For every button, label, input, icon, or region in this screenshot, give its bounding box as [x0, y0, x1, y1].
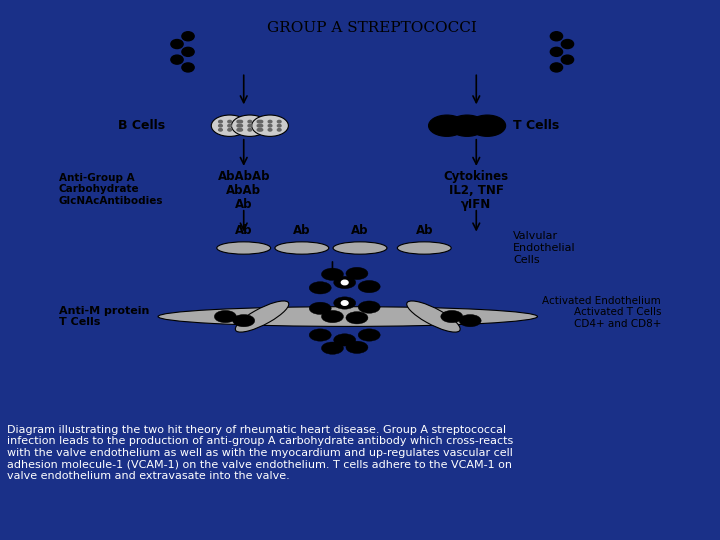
- Circle shape: [257, 129, 261, 131]
- Ellipse shape: [321, 342, 343, 354]
- Circle shape: [228, 129, 232, 131]
- Text: Activated Endothelium
Activated T Cells
CD4+ and CD8+: Activated Endothelium Activated T Cells …: [542, 296, 661, 329]
- Circle shape: [219, 129, 222, 131]
- Ellipse shape: [309, 302, 331, 314]
- Circle shape: [277, 129, 281, 131]
- Ellipse shape: [233, 314, 255, 327]
- Text: Ab: Ab: [415, 224, 433, 238]
- Text: Ab: Ab: [293, 224, 310, 238]
- Ellipse shape: [333, 334, 356, 346]
- Ellipse shape: [171, 55, 183, 64]
- Ellipse shape: [252, 115, 289, 137]
- Circle shape: [257, 125, 261, 127]
- Circle shape: [341, 280, 348, 285]
- Circle shape: [237, 125, 240, 127]
- Ellipse shape: [321, 310, 343, 323]
- Text: Cytokines: Cytokines: [444, 170, 509, 183]
- Circle shape: [257, 120, 261, 123]
- Ellipse shape: [182, 32, 194, 40]
- Ellipse shape: [158, 307, 537, 326]
- Circle shape: [248, 120, 252, 123]
- Ellipse shape: [182, 63, 194, 72]
- Ellipse shape: [333, 276, 356, 289]
- Ellipse shape: [235, 301, 289, 332]
- Text: Ab: Ab: [235, 198, 253, 211]
- Ellipse shape: [333, 297, 356, 309]
- Text: Anti-M protein
T Cells: Anti-M protein T Cells: [59, 306, 149, 327]
- Text: Valvular
Endothelial
Cells: Valvular Endothelial Cells: [513, 232, 575, 265]
- Circle shape: [277, 125, 281, 127]
- Ellipse shape: [562, 55, 574, 64]
- Ellipse shape: [397, 242, 451, 254]
- Ellipse shape: [358, 301, 380, 313]
- Ellipse shape: [441, 310, 463, 323]
- Circle shape: [239, 125, 243, 127]
- Ellipse shape: [407, 301, 460, 332]
- Circle shape: [228, 125, 232, 127]
- Circle shape: [228, 120, 232, 123]
- Text: T Cells: T Cells: [513, 119, 559, 132]
- Circle shape: [248, 125, 252, 127]
- Text: Ab: Ab: [351, 224, 369, 238]
- Ellipse shape: [309, 329, 331, 341]
- Ellipse shape: [232, 115, 269, 137]
- Circle shape: [269, 120, 272, 123]
- Circle shape: [259, 129, 263, 131]
- Circle shape: [248, 129, 252, 131]
- Ellipse shape: [275, 242, 329, 254]
- Ellipse shape: [346, 267, 368, 280]
- Ellipse shape: [358, 329, 380, 341]
- Circle shape: [269, 129, 272, 131]
- Ellipse shape: [171, 39, 183, 49]
- Text: Diagram illustrating the two hit theory of rheumatic heart disease. Group A stre: Diagram illustrating the two hit theory …: [7, 425, 513, 481]
- Circle shape: [269, 125, 272, 127]
- Circle shape: [219, 120, 222, 123]
- Ellipse shape: [217, 242, 271, 254]
- Text: Anti-Group A
Carbohydrate
GlcNAcAntibodies: Anti-Group A Carbohydrate GlcNAcAntibodi…: [59, 173, 163, 206]
- Ellipse shape: [550, 48, 562, 56]
- Ellipse shape: [182, 48, 194, 56]
- Text: IL2, TNF: IL2, TNF: [449, 184, 504, 197]
- Circle shape: [259, 125, 263, 127]
- Circle shape: [237, 129, 240, 131]
- Ellipse shape: [428, 115, 465, 137]
- Ellipse shape: [449, 115, 485, 137]
- Circle shape: [341, 301, 348, 305]
- Ellipse shape: [562, 39, 574, 49]
- Text: γIFN: γIFN: [461, 198, 492, 211]
- Circle shape: [239, 129, 243, 131]
- Circle shape: [239, 120, 243, 123]
- Circle shape: [277, 120, 281, 123]
- Ellipse shape: [215, 310, 236, 323]
- Ellipse shape: [333, 242, 387, 254]
- Circle shape: [237, 120, 240, 123]
- Text: AbAb: AbAb: [226, 184, 261, 197]
- Ellipse shape: [309, 282, 331, 294]
- Circle shape: [259, 120, 263, 123]
- Text: GROUP A STREPTOCOCCI: GROUP A STREPTOCOCCI: [267, 21, 477, 35]
- Ellipse shape: [211, 115, 248, 137]
- Ellipse shape: [469, 115, 505, 137]
- Text: AbAbAb: AbAbAb: [217, 170, 270, 183]
- Ellipse shape: [459, 314, 481, 327]
- Ellipse shape: [321, 268, 343, 280]
- Ellipse shape: [358, 280, 380, 293]
- Text: B Cells: B Cells: [118, 119, 166, 132]
- Ellipse shape: [346, 312, 368, 324]
- Ellipse shape: [346, 341, 368, 354]
- Circle shape: [219, 125, 222, 127]
- Text: Ab: Ab: [235, 224, 253, 238]
- Ellipse shape: [550, 32, 562, 40]
- Ellipse shape: [550, 63, 562, 72]
